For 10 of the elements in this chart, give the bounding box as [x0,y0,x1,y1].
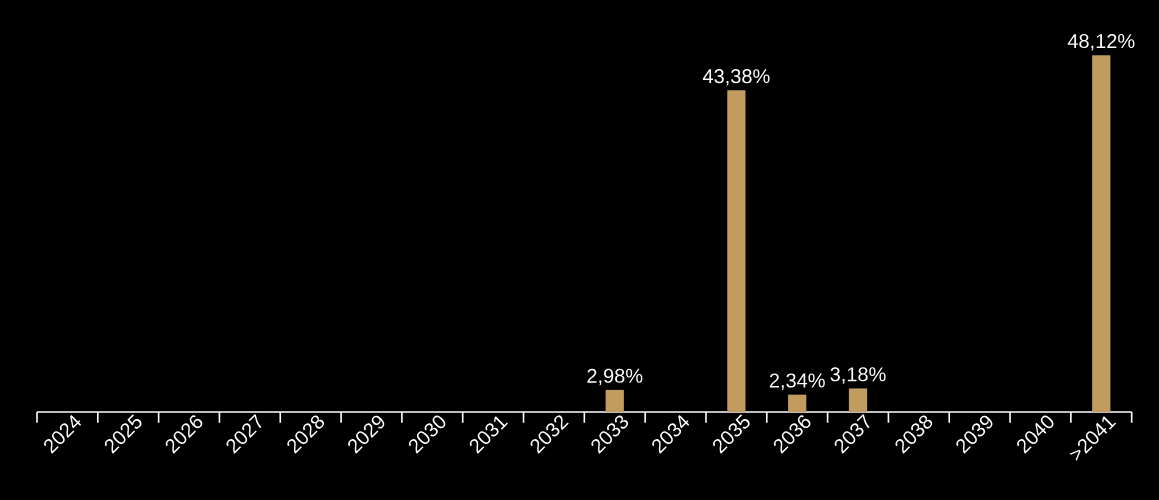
bar [727,90,746,412]
bar [788,394,807,412]
data-label: 43,38% [702,69,770,86]
data-label: 2,34% [769,373,825,390]
data-label: 3,18% [830,367,886,384]
bar [605,389,624,412]
bar [1092,55,1111,412]
data-label: 2,98% [587,368,643,386]
data-label: 48,12% [1067,33,1135,51]
bar [848,388,868,412]
